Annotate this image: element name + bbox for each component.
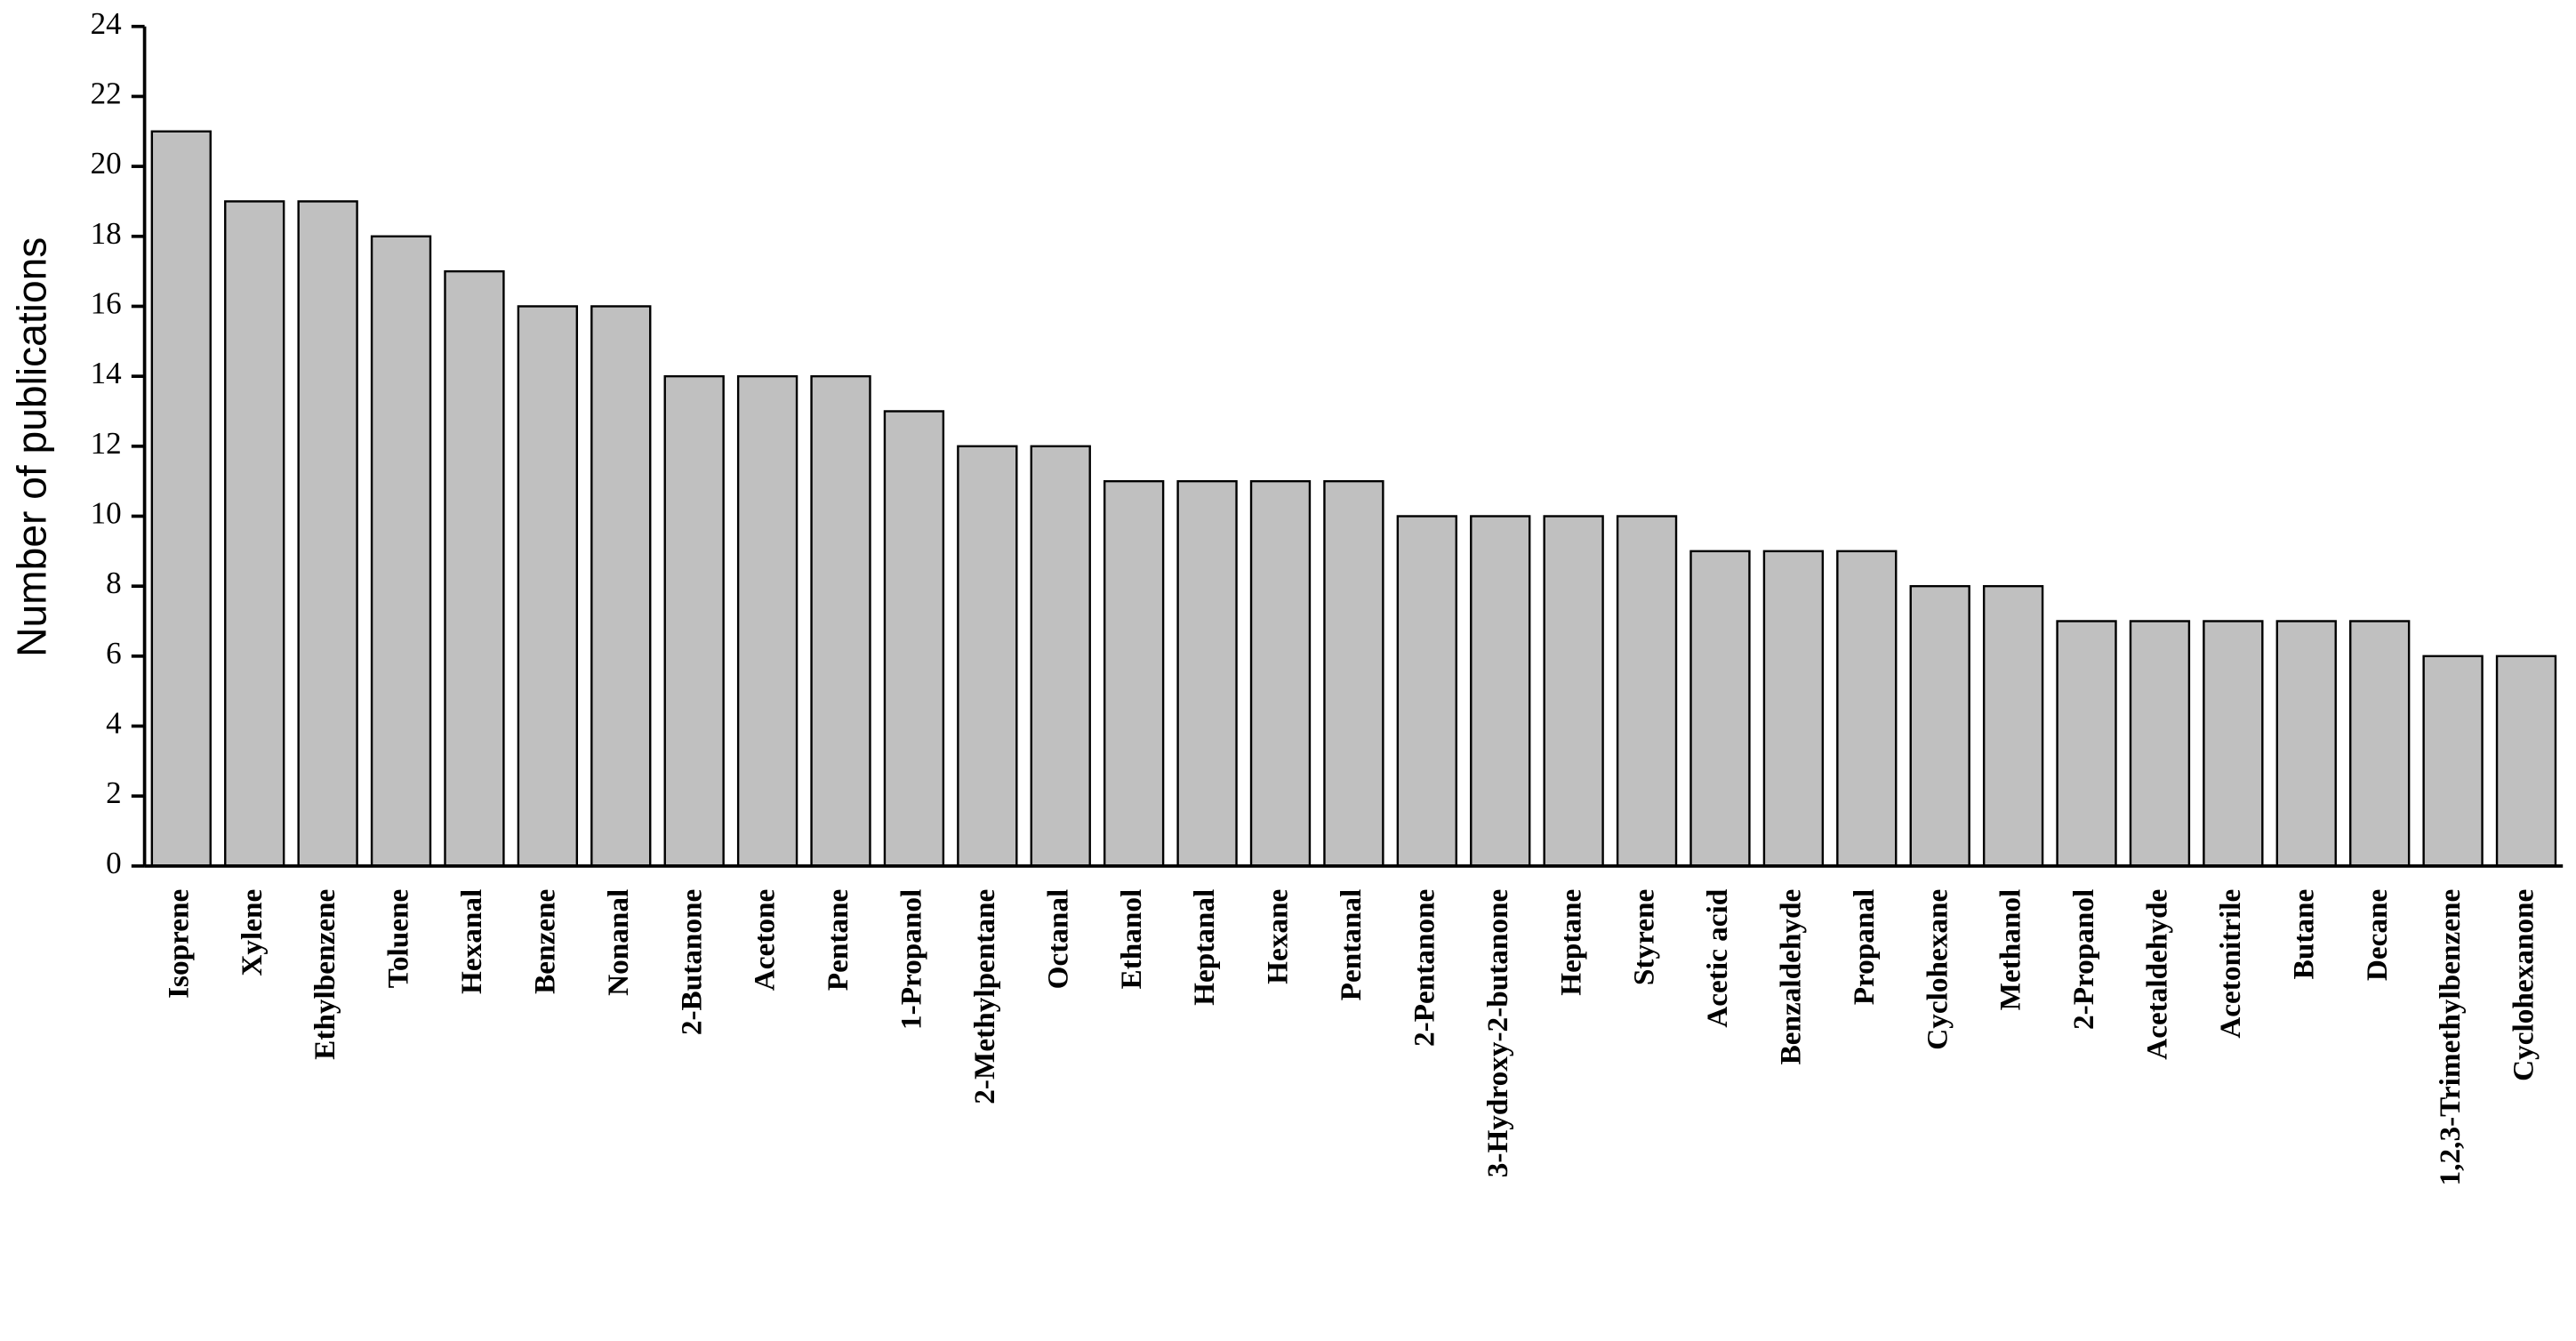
y-tick-label: 8 (106, 566, 122, 600)
x-tick-label: Butane (2287, 889, 2320, 980)
bar (2056, 620, 2117, 868)
bar (2422, 654, 2484, 868)
x-tick-label: Hexanal (455, 889, 488, 994)
bar (957, 445, 1018, 868)
x-tick-label: Xylene (236, 889, 269, 976)
bar (517, 305, 579, 868)
x-tick-label: Benzene (528, 889, 561, 994)
x-tick-label: Heptanal (1188, 889, 1221, 1006)
y-tick-label: 2 (106, 775, 122, 810)
bar (1030, 445, 1091, 868)
x-tick-label: Propanal (1848, 889, 1881, 1006)
x-tick-label: Benzaldehyde (1775, 889, 1808, 1065)
bar (810, 374, 871, 868)
x-tick-label: Octanal (1041, 889, 1074, 990)
y-axis-label: Number of publications (9, 237, 55, 657)
x-tick-label: Isoprene (162, 889, 195, 999)
bar (370, 235, 432, 868)
bar (1836, 550, 1898, 868)
y-tick-label: 20 (91, 146, 122, 181)
x-tick-label: Acetaldehyde (2141, 889, 2174, 1060)
x-tick-label: Acetone (749, 889, 782, 991)
y-tick-label: 16 (91, 286, 122, 321)
bar (2495, 654, 2557, 868)
x-tick-label: Heptane (1554, 889, 1587, 996)
x-tick-label: Decane (2361, 889, 2394, 981)
bar (1543, 515, 1604, 868)
bar (150, 130, 212, 868)
bar (1982, 584, 2044, 868)
y-tick-label: 0 (106, 846, 122, 880)
x-tick-label: Acetonitrile (2214, 889, 2247, 1039)
x-tick-label: 2-Butanone (675, 889, 708, 1035)
bar (2349, 620, 2411, 868)
y-tick-label: 4 (106, 706, 122, 741)
y-tick-label: 18 (91, 216, 122, 251)
bar (297, 200, 358, 868)
x-tick-label: 2-Propanol (2067, 889, 2100, 1030)
bar (2203, 620, 2264, 868)
x-tick-label: Hexane (1262, 889, 1295, 984)
y-tick-label: 24 (91, 6, 122, 41)
x-tick-label: Cyclohexanone (2508, 889, 2540, 1081)
x-tick-label: Pentanal (1335, 889, 1368, 1001)
x-tick-label: 2-Methylpentane (968, 889, 1001, 1104)
bar (1249, 479, 1312, 868)
y-tick-label: 10 (91, 496, 122, 531)
bar (1689, 550, 1751, 868)
bar (663, 374, 725, 868)
y-tick-label: 6 (106, 636, 122, 670)
bar (1616, 515, 1678, 868)
y-tick-label: 14 (91, 356, 122, 390)
x-tick-label: Toluene (382, 889, 415, 989)
x-tick-label: Methanol (1994, 889, 2027, 1011)
x-tick-label: Cyclohexane (1921, 889, 1954, 1050)
bar (224, 200, 285, 868)
bar (1176, 479, 1238, 868)
bar (883, 410, 945, 868)
bar (444, 269, 505, 868)
bar (736, 374, 798, 868)
x-tick-label: Pentane (822, 889, 855, 992)
x-tick-label: 2-Pentanone (1408, 889, 1440, 1047)
x-tick-label: Acetic acid (1701, 888, 1734, 1028)
x-tick-label: 1,2,3-Trimethylbenzene (2434, 889, 2467, 1186)
y-tick-label: 22 (91, 76, 122, 110)
bar (1323, 479, 1384, 868)
bar (2129, 620, 2191, 868)
x-tick-label: Styrene (1628, 889, 1661, 985)
bar (590, 305, 652, 868)
bar (1103, 479, 1165, 868)
x-tick-label: 1-Propanol (895, 889, 928, 1030)
x-tick-label: Ethanol (1115, 889, 1148, 990)
x-tick-label: 3-Hydroxy-2-butanone (1481, 889, 1514, 1178)
bar (1396, 515, 1457, 868)
y-tick-label: 12 (91, 426, 122, 461)
bar (1909, 584, 1970, 868)
bar (1762, 550, 1825, 868)
bar (2275, 620, 2337, 868)
x-tick-label: Ethylbenzene (309, 889, 341, 1060)
x-tick-label: Nonanal (602, 889, 635, 996)
bar (1470, 515, 1531, 868)
